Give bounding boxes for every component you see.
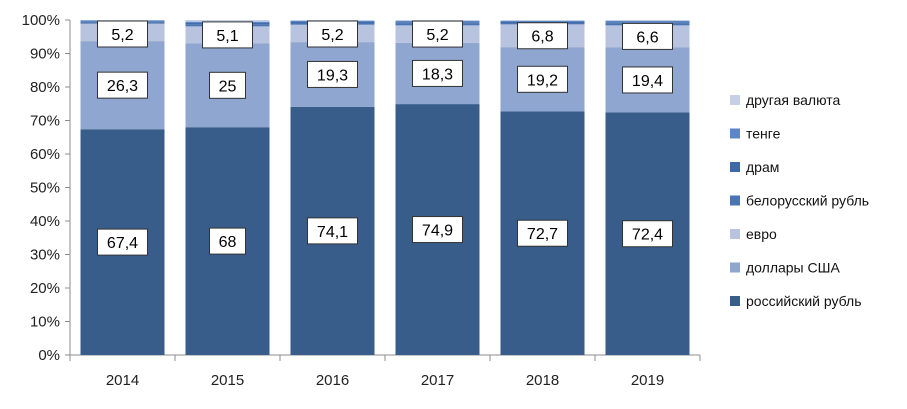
data-label: 19,3 — [317, 67, 348, 84]
legend-label: российский рубль — [746, 293, 862, 309]
x-tick-label: 2019 — [631, 372, 664, 389]
data-label: 74,9 — [422, 223, 453, 240]
bar-segment — [501, 20, 585, 21]
bar-segment — [501, 21, 585, 22]
data-label: 19,2 — [527, 72, 558, 89]
y-tick-label: 100% — [22, 12, 60, 29]
legend-swatch — [730, 196, 740, 206]
data-label: 25 — [219, 78, 237, 95]
legend-label: доллары США — [746, 260, 840, 276]
legend-label: тенге — [746, 126, 781, 142]
x-tick-label: 2017 — [421, 372, 454, 389]
y-tick-label: 80% — [30, 79, 60, 96]
legend: другая валюта тенге драм белорусский рубль е… — [730, 92, 869, 309]
y-tick-label: 10% — [30, 314, 60, 331]
x-tick-label: 2015 — [211, 372, 244, 389]
data-label: 5,2 — [426, 27, 448, 44]
legend-swatch — [730, 296, 740, 306]
data-label: 5,2 — [111, 27, 133, 44]
legend-swatch — [730, 229, 740, 239]
y-tick-label: 40% — [30, 213, 60, 230]
y-tick-label: 0% — [38, 347, 60, 364]
data-label: 5,1 — [216, 28, 238, 45]
legend-label: другая валюта — [746, 92, 841, 108]
x-tick-label: 2014 — [106, 372, 139, 389]
bar-segment — [606, 21, 690, 22]
data-labels: 67,4 26,3 5,2 68 25 5,1 74,1 19,3 5,2 74,9 18,3 5,2… — [98, 21, 673, 255]
legend-swatch — [730, 162, 740, 172]
x-tick-label: 2018 — [526, 372, 559, 389]
data-label: 19,4 — [632, 73, 663, 90]
y-tick-label: 90% — [30, 46, 60, 63]
data-label: 72,7 — [527, 226, 558, 243]
data-label: 6,6 — [636, 29, 658, 46]
data-label: 72,4 — [632, 227, 663, 244]
data-label: 26,3 — [107, 78, 138, 95]
bars — [81, 20, 690, 355]
y-tick-label: 70% — [30, 113, 60, 130]
data-label: 6,8 — [531, 29, 553, 46]
data-label: 74,1 — [317, 224, 348, 241]
y-tick-label: 60% — [30, 146, 60, 163]
legend-swatch — [730, 95, 740, 105]
legend-label: драм — [746, 159, 779, 175]
bar-segment — [606, 20, 690, 21]
x-tick-label: 2016 — [316, 372, 349, 389]
data-label: 68 — [219, 234, 237, 251]
legend-label: евро — [746, 226, 777, 242]
data-label: 67,4 — [107, 235, 138, 252]
y-tick-label: 20% — [30, 280, 60, 297]
y-tick-label: 50% — [30, 180, 60, 197]
legend-label: белорусский рубль — [746, 193, 869, 209]
legend-swatch — [730, 129, 740, 139]
y-tick-label: 30% — [30, 247, 60, 264]
data-label: 18,3 — [422, 66, 453, 83]
data-label: 5,2 — [321, 27, 343, 44]
legend-swatch — [730, 263, 740, 273]
